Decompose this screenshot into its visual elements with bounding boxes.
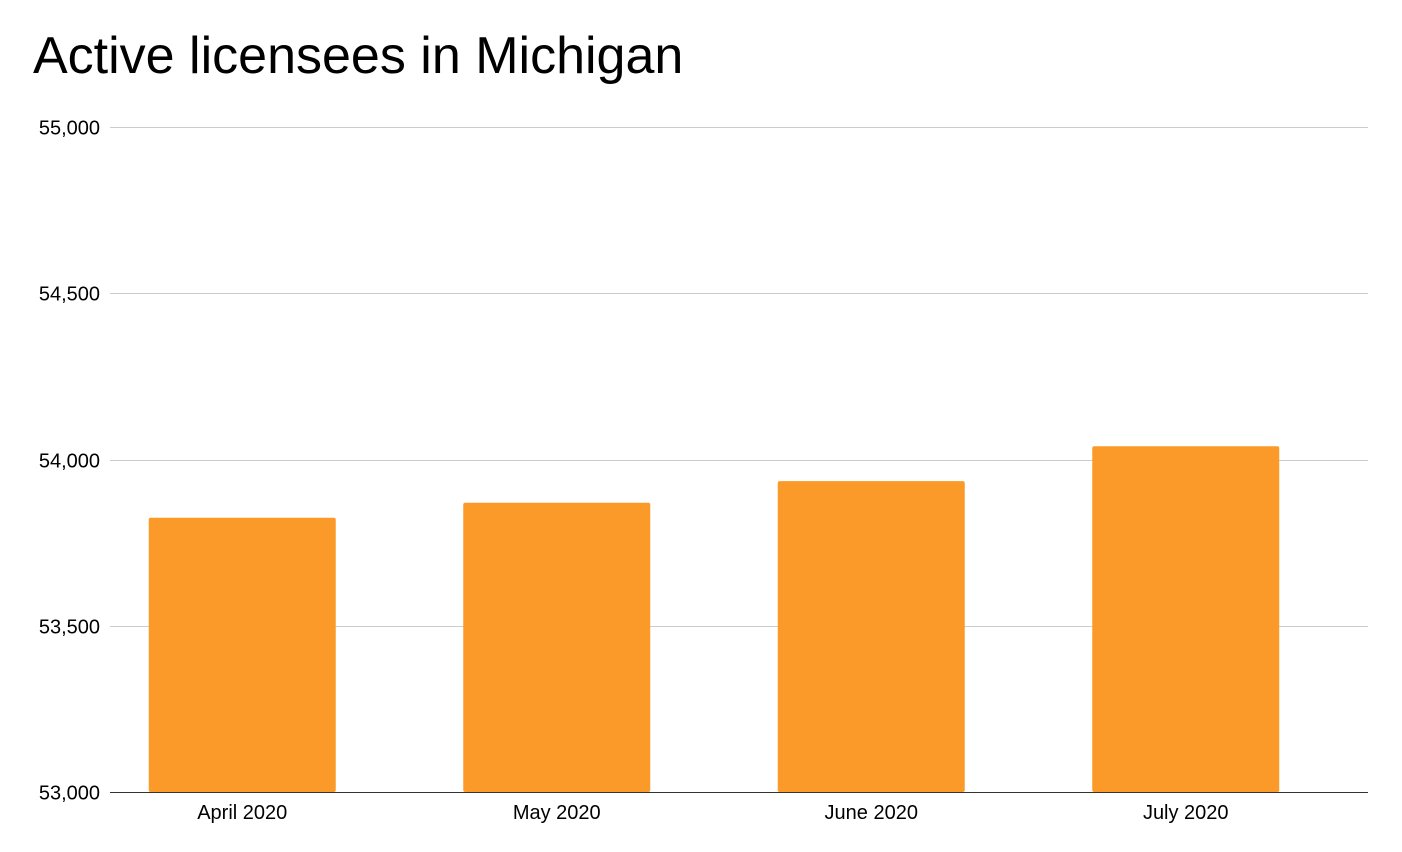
y-tick-label: 53,500: [39, 617, 100, 639]
y-axis-ticks: 53,000 53,500 54,000 54,500 55,000: [39, 118, 100, 805]
chart-title: Active licensees in Michigan: [33, 27, 684, 85]
bars: [148, 446, 1280, 792]
x-axis-ticks: April 2020 May 2020 June 2020 July 2020: [197, 802, 1228, 824]
y-tick-label: 54,500: [39, 284, 100, 306]
bar: [463, 502, 651, 792]
bar: [148, 517, 336, 792]
y-tick-label: 54,000: [39, 451, 100, 473]
bar: [1092, 446, 1280, 792]
x-tick-label: April 2020: [197, 802, 287, 824]
x-tick-label: July 2020: [1143, 802, 1229, 824]
x-tick-label: May 2020: [513, 802, 601, 824]
bar: [777, 481, 965, 792]
y-tick-label: 55,000: [39, 118, 100, 140]
y-tick-label: 53,000: [39, 783, 100, 805]
x-tick-label: June 2020: [825, 802, 918, 824]
